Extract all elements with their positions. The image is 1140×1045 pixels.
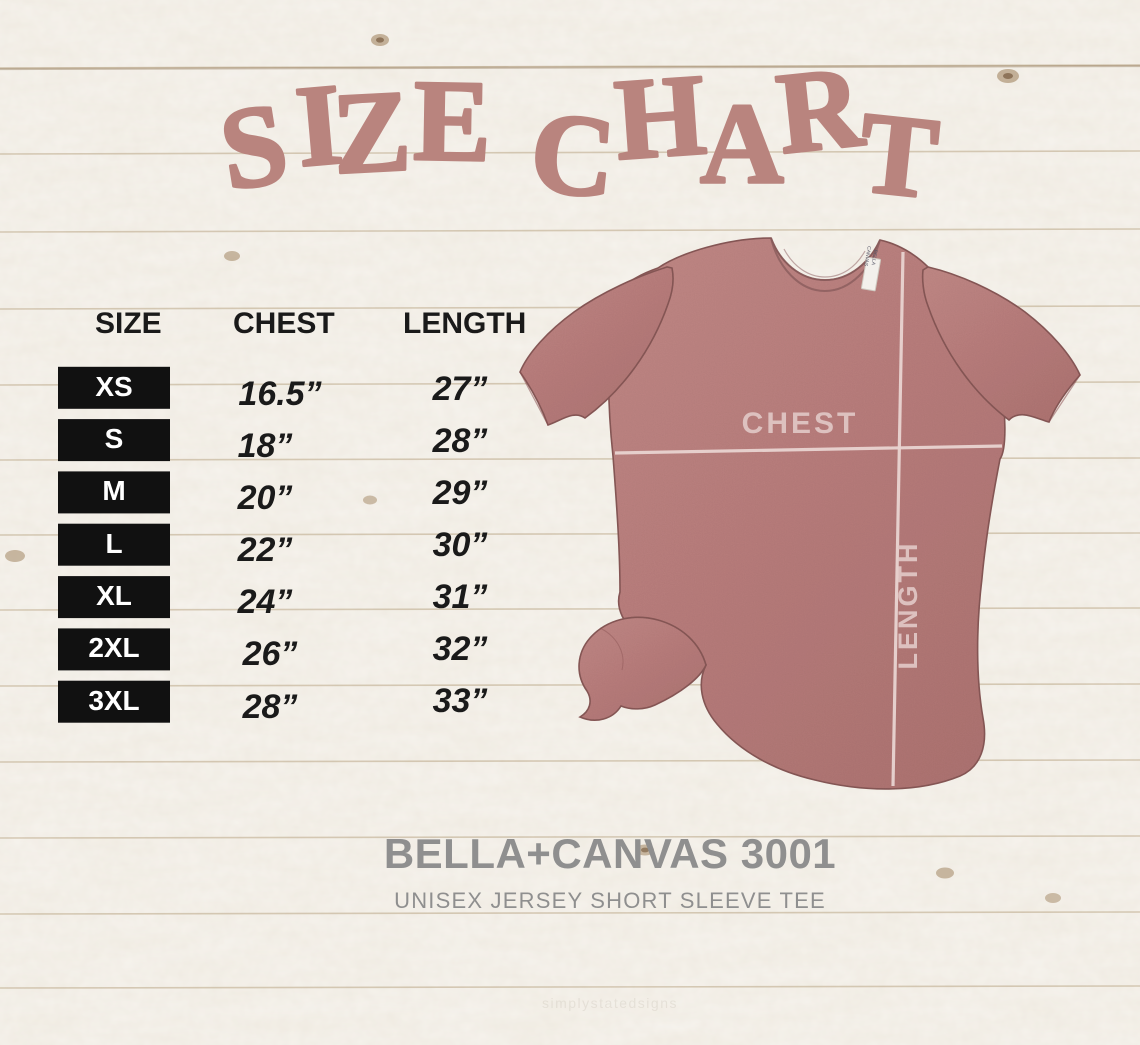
svg-text:L: L: [105, 528, 122, 559]
svg-text:LENGTH: LENGTH: [893, 541, 923, 670]
svg-text:32”: 32”: [433, 630, 488, 668]
svg-text:22”: 22”: [237, 531, 293, 569]
svg-text:CHEST: CHEST: [233, 307, 335, 340]
svg-text:S: S: [105, 423, 124, 454]
svg-text:simplystatedsigns: simplystatedsigns: [542, 995, 678, 1011]
svg-text:M: M: [102, 475, 125, 506]
svg-text:16.5”: 16.5”: [238, 375, 321, 413]
svg-text:26”: 26”: [242, 635, 298, 673]
svg-text:33”: 33”: [433, 682, 488, 720]
svg-text:24”: 24”: [237, 583, 293, 621]
svg-text:BELLA+CANVAS 3001: BELLA+CANVAS 3001: [384, 830, 836, 877]
svg-text:CHEST: CHEST: [742, 407, 859, 440]
svg-text:31”: 31”: [433, 578, 488, 616]
svg-text:2XL: 2XL: [88, 632, 139, 663]
svg-text:18”: 18”: [238, 427, 293, 465]
svg-text:LENGTH: LENGTH: [403, 307, 526, 340]
svg-text:28”: 28”: [242, 688, 298, 726]
svg-text:30”: 30”: [433, 526, 488, 564]
svg-text:A: A: [700, 80, 783, 208]
svg-text:UNISEX JERSEY SHORT SLEEVE TEE: UNISEX JERSEY SHORT SLEEVE TEE: [394, 888, 826, 913]
svg-text:H: H: [611, 51, 709, 185]
svg-text:T: T: [853, 89, 942, 224]
svg-text:E: E: [413, 57, 490, 186]
svg-text:28”: 28”: [432, 422, 488, 460]
svg-text:20”: 20”: [237, 479, 293, 517]
svg-text:C: C: [526, 88, 618, 223]
svg-text:Z: Z: [330, 67, 411, 199]
svg-text:XL: XL: [96, 580, 132, 611]
svg-text:27”: 27”: [432, 370, 488, 408]
svg-text:SIZE: SIZE: [95, 307, 162, 340]
svg-text:29”: 29”: [432, 474, 488, 512]
svg-text:3XL: 3XL: [88, 685, 139, 716]
svg-text:XS: XS: [95, 371, 132, 402]
